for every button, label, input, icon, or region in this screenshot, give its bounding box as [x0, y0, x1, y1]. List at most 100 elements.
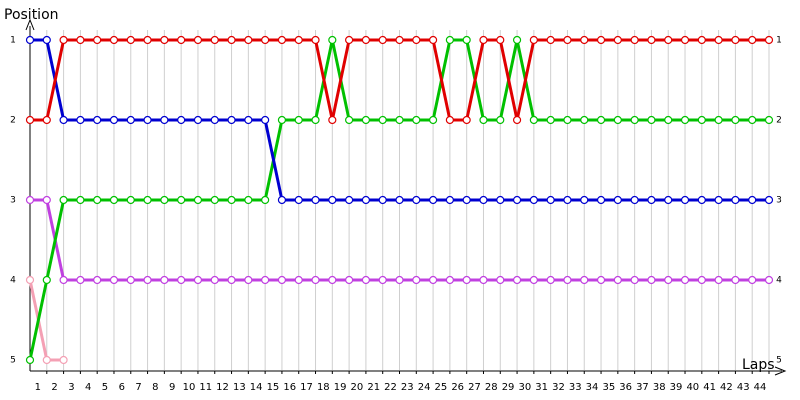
- point: [328, 115, 337, 125]
- point: [529, 195, 538, 205]
- x-tick-label: 35: [602, 382, 615, 393]
- x-tick-label: 10: [183, 382, 196, 393]
- point: [714, 275, 723, 285]
- point: [42, 275, 51, 285]
- x-tick-label: 25: [435, 382, 448, 393]
- point: [428, 35, 438, 45]
- point: [193, 35, 203, 45]
- point: [345, 195, 354, 205]
- point: [59, 195, 68, 205]
- point: [647, 115, 656, 125]
- point: [93, 35, 102, 45]
- point: [412, 115, 421, 125]
- y-axis-arrow: [25, 18, 35, 31]
- point: [714, 115, 723, 125]
- point: [193, 275, 203, 285]
- x-tick-label: 11: [199, 382, 212, 393]
- point: [210, 115, 219, 125]
- point: [109, 195, 119, 205]
- x-tick-label: 18: [317, 382, 330, 393]
- point: [361, 35, 371, 45]
- point: [311, 275, 320, 285]
- y-tick-label: 4: [10, 276, 16, 286]
- point: [76, 35, 85, 45]
- point: [210, 35, 219, 45]
- x-tick-label: 27: [468, 382, 481, 393]
- point: [361, 195, 371, 205]
- point: [261, 195, 270, 205]
- point: [143, 275, 152, 285]
- x-tick-label: 32: [552, 382, 565, 393]
- point: [93, 275, 102, 285]
- y-tick-label-right: 3: [776, 196, 782, 206]
- point: [697, 115, 706, 125]
- point: [764, 115, 774, 125]
- point: [294, 115, 303, 125]
- point: [731, 275, 740, 285]
- point: [680, 195, 690, 205]
- x-tick-label: 24: [418, 382, 431, 393]
- point: [42, 35, 51, 45]
- y-tick-label-right: 1: [776, 36, 782, 46]
- point: [261, 275, 270, 285]
- point: [462, 275, 471, 285]
- point: [345, 275, 354, 285]
- point: [445, 35, 454, 45]
- x-tick-label: 37: [636, 382, 649, 393]
- x-tick-label: 2: [51, 382, 57, 393]
- point: [680, 35, 690, 45]
- point: [664, 35, 673, 45]
- point: [160, 115, 169, 125]
- point: [126, 275, 135, 285]
- point: [210, 275, 219, 285]
- point: [546, 195, 555, 205]
- point: [261, 115, 270, 125]
- point: [277, 115, 287, 125]
- x-tick-label: 26: [451, 382, 464, 393]
- point: [76, 115, 85, 125]
- point: [613, 115, 622, 125]
- point: [630, 115, 639, 125]
- point: [428, 195, 438, 205]
- x-tick-label: 42: [720, 382, 733, 393]
- x-tick-label: 16: [283, 382, 296, 393]
- point: [647, 195, 656, 205]
- point: [25, 355, 35, 365]
- x-tick-label: 8: [152, 382, 158, 393]
- point: [177, 35, 186, 45]
- point: [479, 115, 488, 125]
- point: [496, 275, 505, 285]
- y-tick-label: 3: [10, 196, 16, 206]
- point: [512, 275, 522, 285]
- point: [42, 355, 51, 365]
- point: [630, 35, 639, 45]
- point: [294, 195, 303, 205]
- point: [630, 195, 639, 205]
- point: [109, 275, 119, 285]
- point: [59, 275, 68, 285]
- point: [42, 115, 51, 125]
- point: [462, 195, 471, 205]
- point: [697, 35, 706, 45]
- x-tick-label: 44: [754, 382, 767, 393]
- point: [546, 115, 555, 125]
- point: [261, 35, 270, 45]
- x-tick-label: 28: [485, 382, 498, 393]
- point: [412, 195, 421, 205]
- point: [328, 35, 337, 45]
- point: [680, 275, 690, 285]
- point: [496, 195, 505, 205]
- point: [412, 275, 421, 285]
- x-tick-label: 13: [233, 382, 246, 393]
- y-tick-label: 2: [10, 116, 16, 126]
- point: [25, 195, 35, 205]
- point: [512, 115, 522, 125]
- point: [244, 275, 253, 285]
- point: [25, 275, 35, 285]
- point: [378, 35, 387, 45]
- point: [177, 195, 186, 205]
- point: [680, 115, 690, 125]
- x-tick-label: 39: [670, 382, 683, 393]
- point: [126, 115, 135, 125]
